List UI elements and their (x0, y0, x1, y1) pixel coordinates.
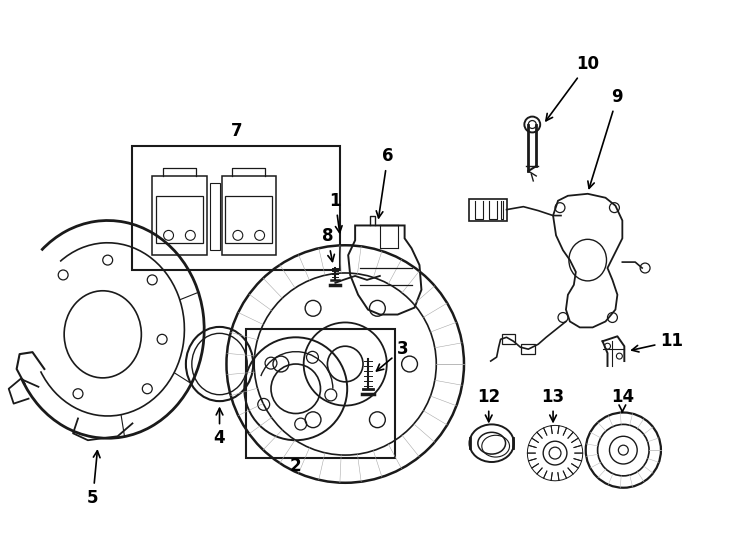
Bar (132, 146, 341, 270)
Bar (225, 196, 272, 244)
Bar (152, 176, 207, 255)
Bar (156, 196, 203, 244)
Text: 9: 9 (588, 88, 623, 188)
Text: 12: 12 (477, 388, 501, 422)
Text: 2: 2 (290, 457, 302, 475)
Text: 1: 1 (330, 192, 342, 233)
Text: 10: 10 (546, 55, 599, 121)
Text: 3: 3 (377, 340, 408, 371)
Bar (521, 344, 535, 354)
Text: 6: 6 (377, 147, 393, 218)
Text: 13: 13 (542, 388, 564, 422)
Text: 11: 11 (632, 332, 683, 352)
Text: 7: 7 (230, 123, 242, 140)
Bar (210, 183, 219, 250)
Text: 8: 8 (321, 227, 335, 261)
Text: 4: 4 (214, 408, 225, 447)
Bar (501, 334, 515, 344)
Bar (222, 176, 276, 255)
Text: 14: 14 (611, 388, 634, 412)
Bar (469, 199, 506, 220)
Bar (246, 329, 395, 458)
Text: 5: 5 (87, 451, 100, 507)
